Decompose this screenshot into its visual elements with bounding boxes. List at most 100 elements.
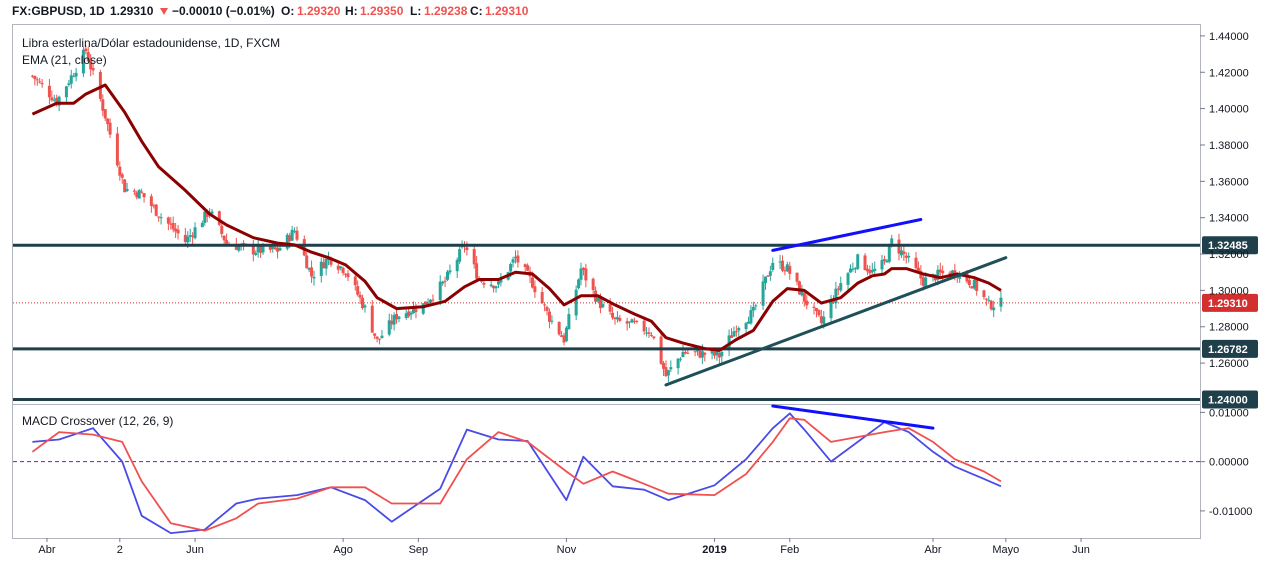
candle [358, 291, 362, 305]
candle-body [50, 97, 54, 101]
candle-body [754, 305, 758, 307]
candle-body [717, 353, 721, 358]
candle-body [630, 319, 634, 323]
candle-body [33, 75, 37, 80]
candle-body [288, 235, 292, 242]
candle [679, 357, 683, 362]
candle-body [972, 279, 976, 289]
candle [744, 322, 748, 333]
candle [749, 305, 753, 325]
candle-body [234, 243, 238, 250]
candle-body [730, 335, 734, 338]
candle-body [169, 223, 173, 225]
candle-body [584, 268, 588, 281]
candle-body [732, 331, 736, 337]
candle [188, 228, 192, 243]
candle [662, 360, 666, 377]
price-tick-label-3: 1.38000 [1209, 140, 1249, 152]
candle-body [513, 256, 517, 259]
candle-body [278, 248, 282, 251]
candle [443, 276, 447, 287]
candle [834, 281, 838, 309]
candle [344, 273, 348, 278]
candle-body [747, 321, 751, 324]
candle-body [149, 196, 153, 207]
candle-body [557, 322, 561, 335]
candle [290, 225, 294, 241]
candle-body [533, 286, 537, 293]
candle [404, 309, 408, 320]
candle [324, 256, 328, 276]
ema-line [31, 83, 1002, 352]
candle-body [916, 267, 920, 272]
candle-body [720, 351, 724, 357]
time-tick-label-1: 2 [117, 544, 123, 556]
candle-body [426, 302, 430, 305]
candle [526, 263, 530, 272]
candle [220, 222, 224, 238]
candle [628, 321, 632, 329]
candle [591, 277, 595, 296]
candle-body [47, 85, 51, 98]
candle [225, 233, 229, 245]
candle-body [344, 273, 348, 275]
candle [763, 276, 767, 290]
candle-body [472, 249, 476, 265]
candle-body [225, 240, 229, 244]
candle-body [868, 269, 872, 274]
candle-body [870, 269, 874, 273]
candle-body [86, 52, 90, 62]
candle [564, 326, 568, 343]
time-tick-label-0: Abr [38, 544, 55, 556]
candle-body [771, 262, 775, 270]
candle [581, 267, 585, 276]
candle-body [526, 265, 530, 271]
candle-body [749, 310, 753, 324]
candle-body [530, 277, 534, 288]
candle-body [256, 245, 260, 253]
price-pane[interactable] [13, 45, 1200, 401]
candle-body [98, 72, 102, 99]
candle [696, 349, 700, 356]
candle-body [562, 335, 566, 343]
candle-body [950, 270, 954, 276]
candle-body [370, 305, 374, 333]
candle-body [290, 229, 294, 241]
candle-body [101, 99, 105, 111]
candle [86, 46, 90, 63]
candle-body [834, 288, 838, 304]
candle-body [183, 234, 187, 242]
candle [409, 310, 413, 320]
candle-body [645, 332, 649, 334]
candle-body [390, 320, 394, 325]
candle-body [356, 286, 360, 295]
candle-body [632, 321, 636, 323]
candle-body [52, 99, 56, 101]
candle-body [271, 246, 275, 249]
candle [152, 203, 156, 209]
candle [887, 243, 891, 264]
macd-pane[interactable] [13, 404, 1200, 534]
candle-body [312, 276, 316, 279]
candle [635, 320, 639, 324]
candle-body [686, 352, 690, 354]
candle [256, 240, 260, 258]
candle-body [642, 320, 646, 332]
candle [50, 90, 54, 102]
candle-body [118, 166, 122, 176]
candle [361, 294, 365, 310]
candle [987, 295, 991, 302]
candle-body [339, 266, 343, 269]
candle [805, 294, 809, 310]
candle-body [800, 291, 804, 296]
candle-body [438, 281, 442, 301]
price-tick-label-6: 1.32000 [1209, 249, 1249, 261]
candle [523, 263, 527, 272]
candle-body [613, 317, 617, 320]
level-badge-bg [1202, 390, 1258, 409]
candle-body [30, 75, 34, 77]
time-tick-label-8: Abr [924, 544, 941, 556]
candle-body [74, 72, 78, 77]
candle [339, 265, 343, 271]
